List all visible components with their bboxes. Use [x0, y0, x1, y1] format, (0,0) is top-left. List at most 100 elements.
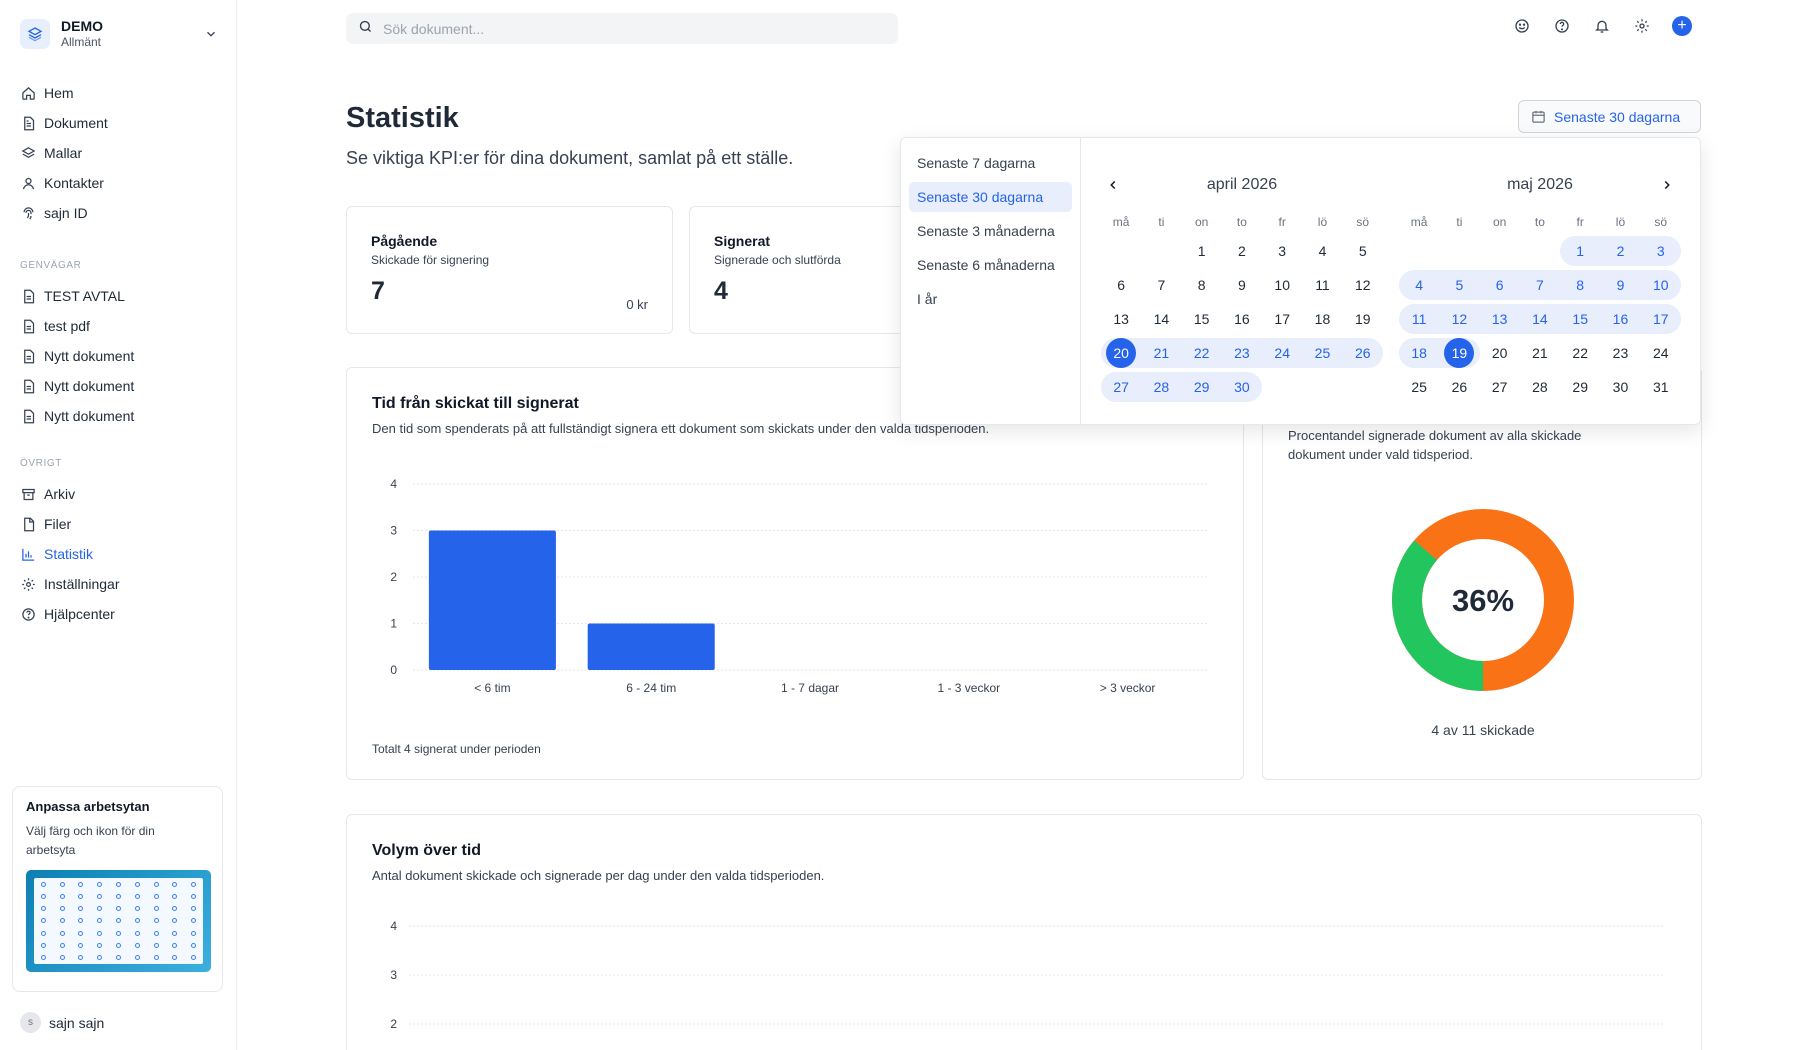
nav-item-statistik[interactable]: Statistik: [20, 539, 220, 569]
calendar-day[interactable]: 5: [1439, 270, 1480, 300]
calendar-day[interactable]: 30: [1221, 372, 1263, 402]
calendar-day[interactable]: 9: [1600, 270, 1641, 300]
calendar-day[interactable]: 25: [1411, 379, 1427, 395]
calendar-day[interactable]: 28: [1141, 372, 1182, 402]
calendar-day[interactable]: 22: [1572, 345, 1588, 361]
shortcut-item[interactable]: Nytt dokument: [20, 371, 220, 401]
calendar-day[interactable]: 17: [1640, 304, 1681, 334]
calendar-day[interactable]: 29: [1572, 379, 1588, 395]
calendar-day[interactable]: 21: [1141, 338, 1182, 368]
bar[interactable]: [428, 530, 556, 671]
calendar-day[interactable]: 15: [1193, 311, 1210, 327]
calendar-day[interactable]: 7: [1157, 277, 1166, 293]
nav-item-installningar[interactable]: Inställningar: [20, 569, 220, 599]
calendar-day[interactable]: 10: [1640, 270, 1681, 300]
calendar-day[interactable]: 3: [1640, 236, 1681, 266]
preset-option[interactable]: Senaste 30 dagarna: [909, 182, 1072, 212]
user-menu[interactable]: s sajn sajn: [20, 1012, 104, 1033]
smile-icon[interactable]: [1512, 16, 1532, 36]
chevron-left-icon[interactable]: [1104, 176, 1122, 194]
calendar-day[interactable]: 4: [1399, 270, 1440, 300]
calendar-day[interactable]: 1: [1560, 236, 1601, 266]
nav-item-sajn-id[interactable]: sajn ID: [20, 198, 220, 228]
calendar-day[interactable]: 26: [1342, 338, 1383, 368]
calendar-day[interactable]: 10: [1274, 277, 1290, 293]
search-bar[interactable]: [346, 13, 898, 44]
nav-item-dokument[interactable]: Dokument: [20, 108, 220, 138]
bell-icon[interactable]: [1592, 16, 1612, 36]
calendar-day[interactable]: 27: [1101, 372, 1142, 402]
shortcut-item[interactable]: test pdf: [20, 311, 220, 341]
calendar-day[interactable]: 20: [1101, 338, 1142, 368]
calendar-day[interactable]: 9: [1238, 277, 1246, 293]
calendar-day[interactable]: 29: [1181, 372, 1222, 402]
calendar-day[interactable]: 14: [1519, 304, 1561, 334]
preset-option[interactable]: Senaste 3 månaderna: [917, 223, 1055, 239]
calendar-day[interactable]: 18: [1314, 311, 1331, 327]
shortcut-item[interactable]: TEST AVTAL: [20, 281, 220, 311]
search-input[interactable]: [383, 20, 883, 37]
calendar-day[interactable]: 27: [1491, 379, 1508, 395]
file-icon: [20, 516, 36, 532]
preset-option[interactable]: Senaste 6 månaderna: [917, 257, 1055, 273]
shortcut-item[interactable]: Nytt dokument: [20, 401, 220, 431]
calendar-day[interactable]: 24: [1652, 345, 1669, 361]
calendar-day[interactable]: 2: [1600, 236, 1641, 266]
preset-option[interactable]: Senaste 7 dagarna: [917, 155, 1036, 171]
workspace-switcher[interactable]: DEMO Allmänt: [20, 16, 220, 52]
chevron-right-icon[interactable]: [1658, 176, 1676, 194]
shortcut-item[interactable]: Nytt dokument: [20, 341, 220, 371]
date-range-button[interactable]: Senaste 30 dagarna: [1518, 100, 1701, 133]
calendar-day[interactable]: 8: [1197, 277, 1206, 293]
calendar-day[interactable]: 13: [1479, 304, 1520, 334]
calendar-day[interactable]: 30: [1612, 379, 1629, 395]
calendar-day[interactable]: 18: [1399, 338, 1440, 368]
calendar-day[interactable]: 17: [1274, 311, 1290, 327]
calendar-day[interactable]: 6: [1117, 277, 1126, 293]
calendar-day[interactable]: 22: [1181, 338, 1222, 368]
add-plus-icon[interactable]: +: [1672, 16, 1692, 36]
calendar-day[interactable]: 11: [1315, 277, 1330, 293]
kpi-amount: 0 kr: [626, 297, 648, 312]
calendar-day[interactable]: 16: [1600, 304, 1641, 334]
calendar-day[interactable]: 24: [1262, 338, 1303, 368]
calendar-day[interactable]: 19: [1439, 338, 1480, 368]
calendar-day[interactable]: 6: [1479, 270, 1520, 300]
help-circle-icon[interactable]: [1552, 16, 1572, 36]
calendar-day[interactable]: 5: [1358, 243, 1367, 259]
calendar-day[interactable]: 12: [1439, 304, 1480, 334]
nav-item-mallar[interactable]: Mallar: [20, 138, 220, 168]
calendar-day[interactable]: 13: [1113, 311, 1129, 327]
nav-item-filer[interactable]: Filer: [20, 509, 220, 539]
calendar-day[interactable]: 1: [1197, 243, 1206, 259]
calendar-day[interactable]: 14: [1153, 311, 1170, 327]
preset-option[interactable]: I år: [917, 291, 938, 307]
settings-gear-icon[interactable]: [1632, 16, 1652, 36]
calendar-day[interactable]: 19: [1354, 311, 1371, 327]
nav-item-kontakter[interactable]: Kontakter: [20, 168, 220, 198]
calendar-day[interactable]: 23: [1612, 345, 1629, 361]
calendar-day[interactable]: 7: [1519, 270, 1561, 300]
chevron-down-icon[interactable]: [202, 25, 220, 43]
calendar-day[interactable]: 3: [1278, 243, 1287, 259]
calendar-day[interactable]: 28: [1532, 379, 1548, 395]
nav-item-hem[interactable]: Hem: [20, 78, 220, 108]
calendar-day[interactable]: 12: [1354, 277, 1371, 293]
calendar-day[interactable]: 15: [1560, 304, 1601, 334]
bar[interactable]: [587, 623, 715, 671]
customize-workspace-card[interactable]: Anpassa arbetsytan Välj färg och ikon fö…: [12, 786, 223, 992]
nav-item-hjalpcenter[interactable]: Hjälpcenter: [20, 599, 220, 629]
volume-title: Volym över tid: [372, 842, 482, 859]
calendar-day[interactable]: 11: [1399, 304, 1440, 334]
calendar-day[interactable]: 20: [1491, 345, 1508, 361]
calendar-day[interactable]: 25: [1302, 338, 1343, 368]
calendar-day[interactable]: 23: [1221, 338, 1263, 368]
calendar-day[interactable]: 4: [1318, 243, 1327, 259]
calendar-day[interactable]: 31: [1652, 379, 1669, 395]
calendar-day[interactable]: 21: [1532, 345, 1548, 361]
calendar-day[interactable]: 2: [1238, 243, 1246, 259]
nav-item-arkiv[interactable]: Arkiv: [20, 479, 220, 509]
calendar-day[interactable]: 8: [1560, 270, 1601, 300]
calendar-day[interactable]: 26: [1451, 379, 1468, 395]
calendar-day[interactable]: 16: [1234, 311, 1250, 327]
